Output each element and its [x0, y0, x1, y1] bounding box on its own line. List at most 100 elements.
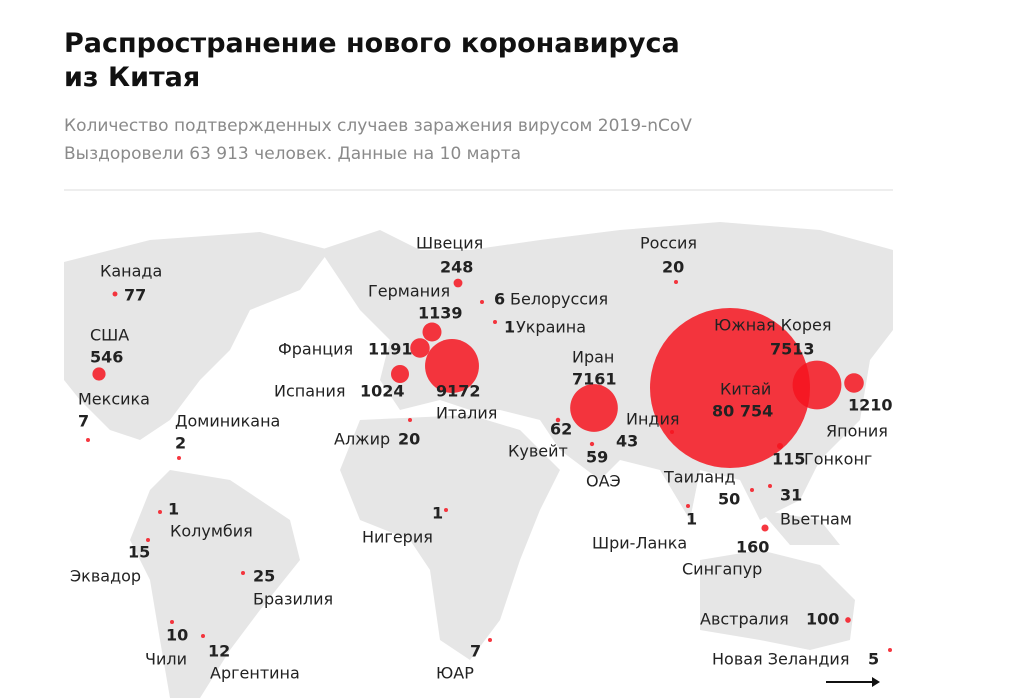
case-bubble — [750, 488, 754, 492]
case-bubble — [408, 418, 412, 422]
country-name: Италия — [436, 404, 497, 423]
case-count: 80 754 — [712, 402, 773, 421]
case-bubble — [570, 384, 618, 432]
case-count: 2 — [175, 434, 186, 453]
country-name: Эквадор — [70, 567, 141, 586]
country-name: Иран — [572, 348, 614, 367]
country-name: Германия — [368, 282, 450, 301]
country-name: Кувейт — [508, 442, 568, 461]
case-bubble — [453, 278, 463, 288]
case-bubble — [425, 339, 479, 393]
case-count: 59 — [586, 448, 608, 467]
country-name: Новая Зеландия — [712, 650, 849, 669]
case-bubble — [650, 308, 810, 468]
country-name: Таиланд — [663, 468, 736, 487]
case-bubble — [422, 322, 442, 342]
case-bubble — [158, 510, 162, 514]
case-count: 7513 — [770, 340, 815, 359]
case-bubble — [92, 367, 106, 381]
scale-arrow — [826, 677, 880, 687]
country-name: Гонконг — [804, 450, 872, 469]
case-bubble — [480, 300, 484, 304]
country-name: Белоруссия — [510, 290, 608, 309]
country-name: Чили — [145, 650, 187, 669]
case-count: 12 — [208, 642, 230, 661]
case-count: 9172 — [436, 382, 481, 401]
case-bubble — [888, 648, 892, 652]
case-bubble — [146, 538, 150, 542]
case-count: 43 — [616, 432, 638, 451]
case-count: 6 — [494, 290, 505, 309]
country-name: Аргентина — [210, 664, 300, 683]
country-name: Мексика — [78, 390, 150, 409]
case-bubble — [112, 291, 118, 297]
case-count: 160 — [736, 538, 769, 557]
case-bubble — [444, 508, 448, 512]
case-count: 20 — [398, 430, 420, 449]
case-bubble — [86, 438, 90, 442]
case-count: 1 — [686, 510, 697, 529]
country-name: Китай — [720, 380, 771, 399]
country-name: Австралия — [700, 610, 789, 629]
case-bubble — [768, 484, 772, 488]
case-count: 7 — [78, 412, 89, 431]
country-name: Япония — [826, 422, 888, 441]
case-count: 7 — [470, 642, 481, 661]
title: из Китая — [64, 62, 200, 93]
case-bubble — [555, 417, 561, 423]
case-count: 248 — [440, 258, 473, 277]
case-count: 31 — [780, 486, 802, 505]
country-name: Россия — [640, 234, 697, 253]
country-name: Испания — [274, 382, 346, 401]
country-name: ОАЭ — [586, 472, 621, 491]
case-count: 20 — [662, 258, 684, 277]
country-name: ЮАР — [436, 664, 474, 683]
case-bubble — [201, 634, 205, 638]
subtitle: Выздоровели 63 913 человек. Данные на 10… — [64, 144, 521, 164]
case-count: 1 — [504, 318, 515, 337]
country-name: Колумбия — [170, 522, 253, 541]
country-name: Алжир — [334, 430, 390, 449]
country-name: США — [90, 326, 129, 345]
country-name: Франция — [278, 340, 353, 359]
case-count: 5 — [868, 650, 879, 669]
case-bubble — [845, 617, 851, 623]
country-name: Шри-Ланка — [592, 534, 687, 553]
case-bubble — [493, 320, 497, 324]
subtitle: Количество подтвержденных случаев зараже… — [64, 116, 692, 136]
country-name: Нигерия — [362, 528, 433, 547]
case-bubble — [674, 280, 678, 284]
country-name: Канада — [100, 262, 162, 281]
case-bubble — [410, 338, 430, 358]
case-bubble — [488, 638, 492, 642]
case-count: 50 — [718, 490, 740, 509]
case-bubble — [177, 456, 181, 460]
country-name: Индия — [626, 410, 680, 429]
case-count: 25 — [253, 567, 275, 586]
case-count: 1024 — [360, 382, 405, 401]
case-count: 100 — [806, 610, 839, 629]
case-count: 546 — [90, 348, 123, 367]
case-bubble — [170, 620, 174, 624]
case-bubble — [761, 524, 769, 532]
case-count: 1 — [432, 504, 443, 523]
case-count: 1191 — [368, 340, 413, 359]
country-name: Украина — [516, 318, 586, 337]
country-name: Швеция — [416, 234, 483, 253]
country-name: Вьетнам — [780, 510, 852, 529]
case-bubble — [686, 504, 690, 508]
case-bubble — [589, 441, 595, 447]
country-name: Сингапур — [682, 560, 762, 579]
case-count: 115 — [772, 450, 805, 469]
case-count: 77 — [124, 286, 146, 305]
country-name: Бразилия — [253, 590, 333, 609]
case-bubble — [776, 442, 784, 450]
case-count: 7161 — [572, 370, 617, 389]
case-count: 1 — [168, 500, 179, 519]
case-bubble — [390, 364, 410, 384]
country-name: Доминикана — [175, 412, 280, 431]
case-count: 15 — [128, 543, 150, 562]
case-count: 1139 — [418, 304, 463, 323]
case-count: 62 — [550, 420, 572, 439]
case-bubble — [241, 571, 245, 575]
